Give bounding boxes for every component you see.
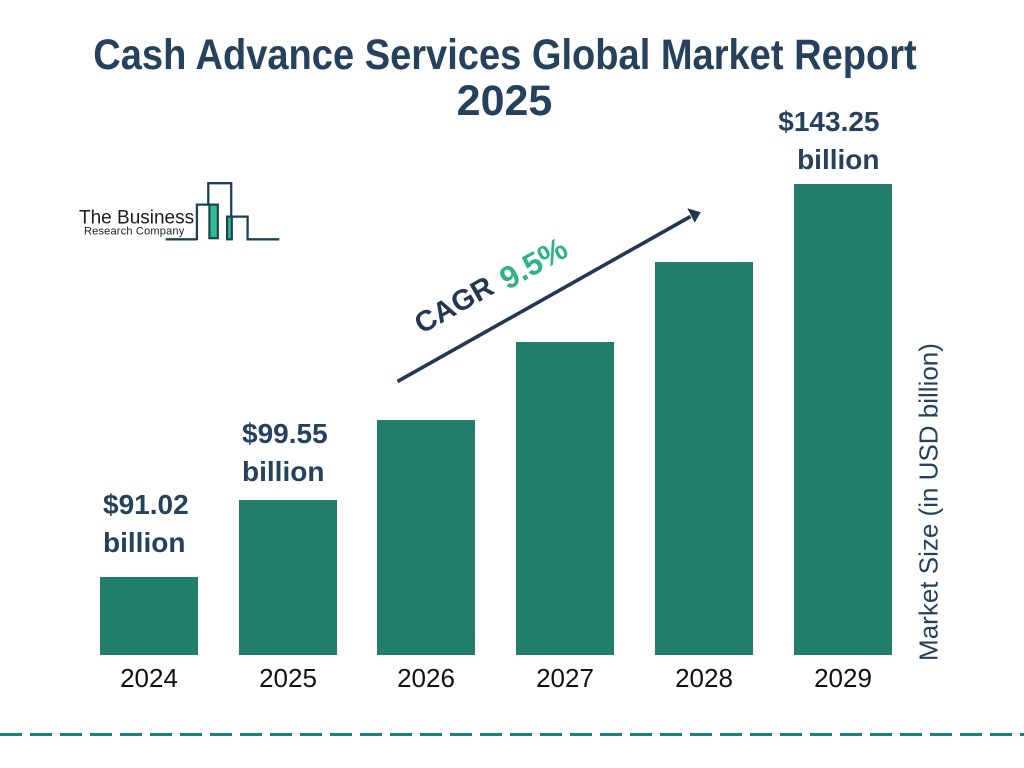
svg-text:Research Company: Research Company [84,225,185,237]
svg-text:The Business: The Business [79,208,194,229]
